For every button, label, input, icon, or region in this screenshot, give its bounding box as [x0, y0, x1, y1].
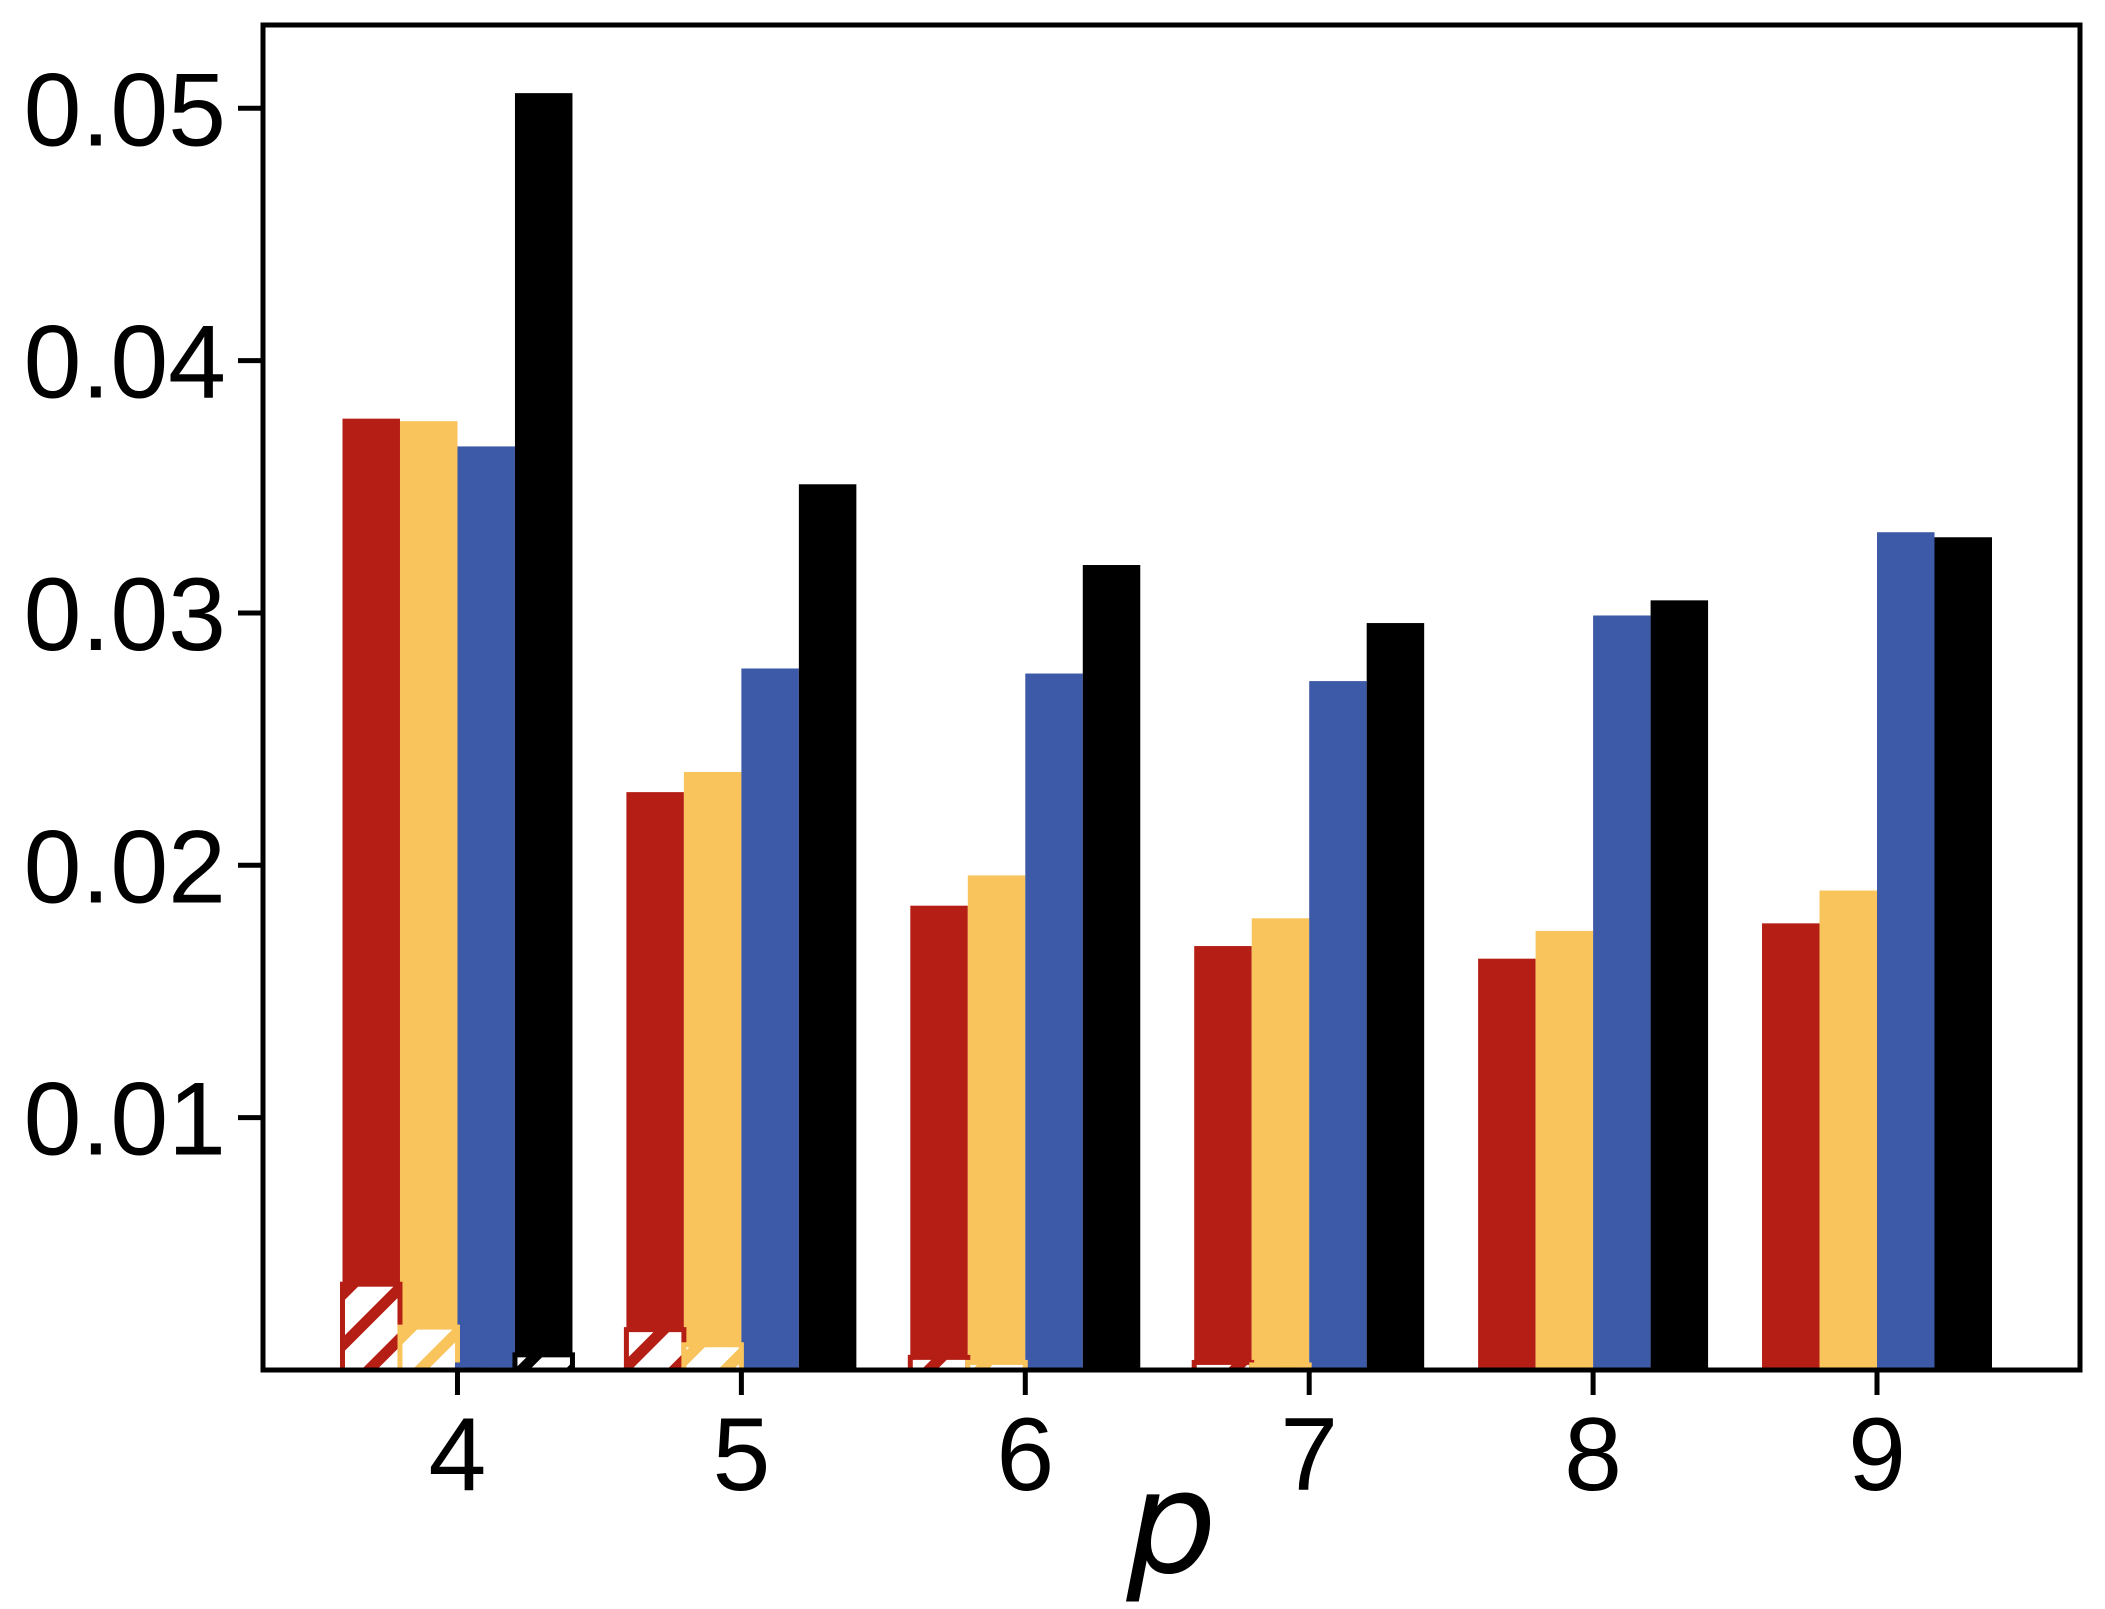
y-axis: 0.01 0.02 0.03 0.04 0.05	[24, 52, 263, 1178]
bar-black-solid-p6	[1082, 565, 1141, 1370]
bar-blue-solid-p8	[1593, 615, 1651, 1370]
bar-orange-solid-p7	[1251, 918, 1310, 1370]
bar-orange-solid-p5	[683, 771, 742, 1370]
bar-red-solid-p8	[1478, 958, 1536, 1370]
bar-blue-solid-p4	[457, 446, 515, 1370]
bar-black-solid-p7	[1366, 623, 1425, 1370]
bar-orange-hatched-p5	[681, 1342, 744, 1373]
bar-orange-solid-p6	[967, 875, 1026, 1370]
bar-red-hatched-p5	[623, 1327, 687, 1373]
x-tick-label-5: 5	[712, 1397, 770, 1513]
bar-blue-solid-p5	[741, 668, 799, 1370]
bar-orange-solid-p4	[399, 421, 458, 1370]
bar-black-solid-p4	[514, 93, 573, 1371]
bar-orange-solid-p9	[1819, 890, 1878, 1370]
y-tick-label-0.05: 0.05	[24, 52, 226, 168]
y-tick-label-0.01: 0.01	[24, 1062, 226, 1178]
x-axis-label: p	[1125, 1441, 1216, 1606]
bar-red-solid-p4	[342, 418, 400, 1370]
axes-spines	[260, 22, 2083, 1373]
bar-red-solid-p7	[1194, 946, 1252, 1370]
x-tick-label-8: 8	[1564, 1397, 1622, 1513]
x-axis: 4 5 6 7 8 9	[429, 1370, 1906, 1513]
y-tick-label-0.02: 0.02	[24, 809, 226, 925]
x-tick-label-7: 7	[1280, 1397, 1338, 1513]
bar-orange-hatched-p4	[397, 1324, 460, 1373]
x-tick-label-4: 4	[429, 1397, 487, 1513]
bar-red-hatched-p4	[339, 1281, 403, 1373]
x-tick-label-9: 9	[1848, 1397, 1906, 1513]
bar-red-solid-p5	[626, 792, 684, 1370]
bars-group	[342, 93, 1992, 1371]
y-tick-label-0.03: 0.03	[24, 557, 226, 673]
bar-blue-solid-p6	[1025, 673, 1083, 1370]
bar-blue-solid-p9	[1877, 532, 1935, 1370]
x-tick-label-6: 6	[996, 1397, 1054, 1513]
bar-red-solid-p6	[910, 905, 968, 1370]
y-tick-label-0.04: 0.04	[24, 305, 226, 421]
bar-red-solid-p9	[1762, 923, 1820, 1370]
bar-black-solid-p8	[1650, 600, 1709, 1370]
bar-orange-solid-p8	[1535, 930, 1594, 1370]
bar-blue-solid-p7	[1309, 681, 1367, 1370]
bar-black-solid-p5	[798, 484, 857, 1370]
bar-black-solid-p9	[1934, 537, 1992, 1370]
